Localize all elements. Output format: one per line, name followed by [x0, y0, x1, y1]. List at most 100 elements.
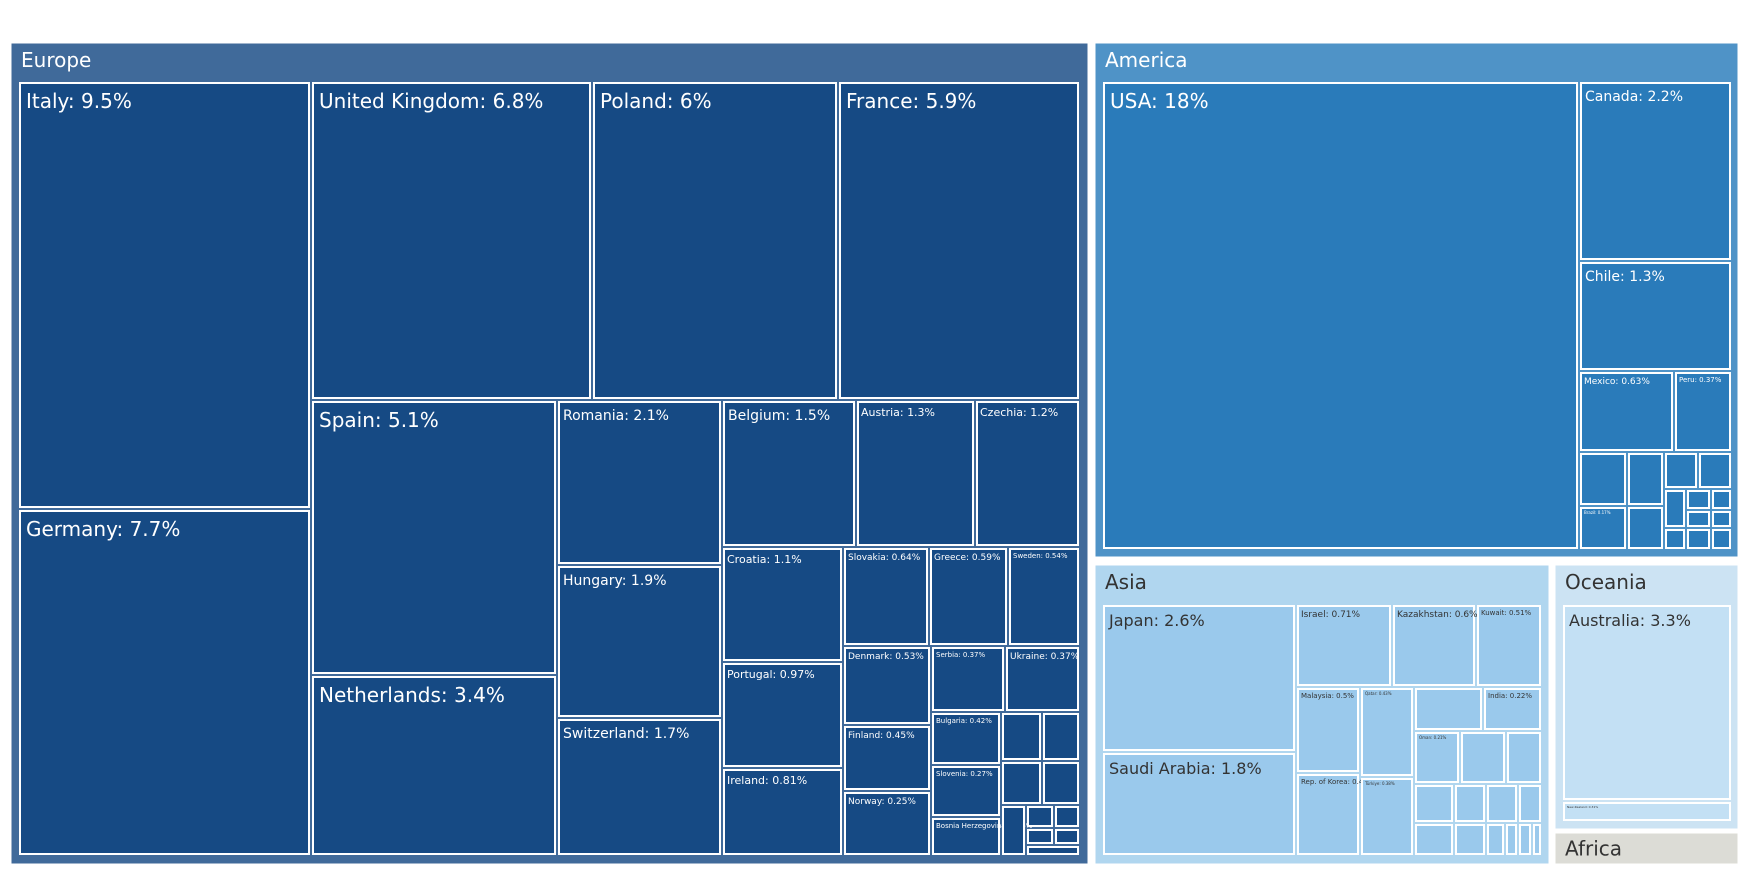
peru-tile	[1675, 372, 1731, 451]
asia-item-16-tile	[1455, 785, 1485, 822]
saudi-arabia-tile	[1103, 753, 1295, 855]
serbia-label: Serbia: 0.37%	[936, 651, 985, 659]
romania-label: Romania: 2.1%	[563, 408, 669, 424]
america-item-9-tile	[1699, 453, 1731, 488]
malaysia-tile	[1297, 688, 1359, 772]
greece-tile	[930, 548, 1007, 645]
chile-tile	[1580, 262, 1731, 370]
asia-item-13-tile	[1461, 732, 1505, 783]
denmark-label: Denmark: 0.53%	[848, 652, 924, 662]
switzerland-tile	[558, 719, 721, 855]
hungary-tile	[558, 566, 721, 717]
usa-tile	[1103, 82, 1578, 549]
oman-label: Oman: 0.21%	[1419, 735, 1447, 740]
europe-item-35-tile	[1027, 829, 1053, 844]
bulgaria-tile	[932, 713, 1000, 764]
norway-label: Norway: 0.25%	[848, 797, 916, 807]
america-group-label: America	[1105, 48, 1188, 72]
america-item-13-tile	[1687, 490, 1710, 509]
japan-tile	[1103, 605, 1295, 751]
peru-label: Peru: 0.37%	[1679, 376, 1722, 384]
africa-group: Africa	[1554, 832, 1739, 865]
slovenia-tile	[932, 766, 1000, 816]
canada-tile	[1580, 82, 1731, 260]
new-zealand-label: New Zealand: 0.31%	[1567, 805, 1598, 809]
poland-tile	[593, 82, 837, 399]
america-group: America USA: 18% Canada: 2.2% Chile: 1.3% Me…	[1094, 42, 1739, 558]
america-item-14-tile	[1712, 490, 1731, 509]
america-item-15-tile	[1687, 511, 1710, 527]
kazakhstan-label: Kazakhstan: 0.6%	[1397, 610, 1478, 620]
europe-item-31-tile	[1043, 762, 1079, 804]
switzerland-label: Switzerland: 1.7%	[563, 726, 689, 742]
qatar-label: Qatar: 0.43%	[1365, 691, 1392, 696]
asia-item-18-tile	[1519, 785, 1541, 822]
india-label: India: 0.22%	[1488, 692, 1532, 700]
asia-item-17-tile	[1487, 785, 1517, 822]
poland-label: Poland: 6%	[600, 89, 712, 113]
chile-label: Chile: 1.3%	[1585, 269, 1665, 285]
india-tile	[1484, 688, 1541, 730]
slovenia-label: Slovenia: 0.27%	[936, 770, 993, 778]
europe-item-36-tile	[1055, 829, 1079, 844]
spain-label: Spain: 5.1%	[319, 408, 439, 432]
bulgaria-label: Bulgaria: 0.42%	[936, 717, 992, 725]
united-kingdom-label: United Kingdom: 6.8%	[319, 89, 543, 113]
america-item-18-tile	[1687, 529, 1710, 549]
belgium-label: Belgium: 1.5%	[728, 408, 830, 424]
israel-label: Israel: 0.71%	[1301, 610, 1361, 620]
france-label: France: 5.9%	[846, 89, 976, 113]
portugal-label: Portugal: 0.97%	[727, 668, 815, 681]
italy-label: Italy: 9.5%	[26, 89, 132, 113]
netherlands-label: Netherlands: 3.4%	[319, 683, 505, 707]
ireland-label: Ireland: 0.81%	[727, 774, 807, 787]
asia-group-label: Asia	[1105, 570, 1147, 594]
kuwait-tile	[1477, 605, 1541, 686]
serbia-tile	[932, 647, 1004, 711]
america-item-8-tile	[1665, 453, 1697, 488]
america-item-16-tile	[1712, 511, 1731, 527]
portugal-tile	[723, 663, 842, 767]
europe-item-29-tile	[1043, 713, 1079, 760]
czechia-tile	[976, 401, 1079, 546]
asia-item-22-tile	[1506, 824, 1517, 855]
europe-item-34-tile	[1055, 806, 1079, 827]
asia-item-19-tile	[1415, 824, 1453, 855]
slovakia-label: Slovakia: 0.64%	[848, 553, 921, 563]
america-item-17-tile	[1665, 529, 1685, 549]
usa-label: USA: 18%	[1110, 89, 1209, 113]
oman-tile	[1415, 732, 1459, 783]
canada-label: Canada: 2.2%	[1585, 89, 1683, 105]
australia-tile	[1563, 605, 1731, 800]
kazakhstan-tile	[1393, 605, 1475, 686]
america-item-7-tile	[1628, 453, 1663, 505]
ukraine-label: Ukraine: 0.37%	[1010, 652, 1080, 662]
america-item-19-tile	[1712, 529, 1731, 549]
mexico-label: Mexico: 0.63%	[1584, 377, 1650, 387]
austria-tile	[857, 401, 974, 546]
bosnia-herzegovina-tile	[932, 818, 1000, 855]
asia-item-14-tile	[1507, 732, 1541, 783]
ireland-tile	[723, 769, 842, 855]
austria-label: Austria: 1.3%	[861, 406, 935, 419]
t-rkiye-label: Türkiye: 0.38%	[1364, 781, 1395, 786]
qatar-tile	[1361, 688, 1413, 776]
finland-tile	[844, 726, 930, 790]
europe-item-33-tile	[1027, 806, 1053, 827]
croatia-tile	[723, 548, 842, 661]
europe-group-label: Europe	[21, 48, 91, 72]
europe-item-37-tile	[1027, 846, 1079, 855]
america-item-6-tile	[1580, 453, 1626, 505]
bosnia-herzegovina-label: Bosnia Herzegovina: 0.15%	[936, 822, 1033, 830]
spain-tile	[312, 401, 556, 674]
america-item-12-tile	[1665, 490, 1685, 527]
asia-item-15-tile	[1415, 785, 1453, 822]
germany-tile	[19, 510, 310, 855]
europe-group: Europe Italy: 9.5% Germany: 7.7% United Kin…	[10, 42, 1089, 865]
sweden-tile	[1009, 548, 1079, 645]
united-kingdom-tile	[312, 82, 591, 399]
norway-tile	[844, 792, 930, 855]
asia-item-8-tile	[1415, 688, 1482, 730]
czechia-label: Czechia: 1.2%	[980, 406, 1058, 419]
slovakia-tile	[844, 548, 928, 645]
